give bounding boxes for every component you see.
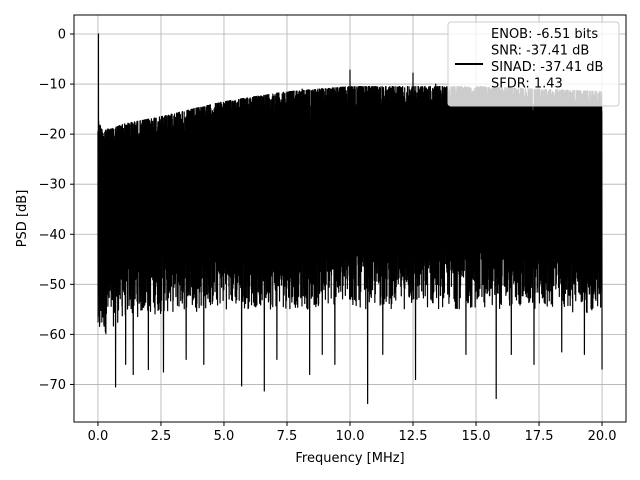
x-tick-label: 2.5 <box>151 429 172 444</box>
y-tick-label: −10 <box>39 78 66 93</box>
x-tick-label: 0.0 <box>88 429 109 444</box>
legend-entry: SFDR: 1.43 <box>491 77 563 92</box>
y-tick-label: −20 <box>39 128 66 143</box>
x-tick-label: 17.5 <box>525 429 554 444</box>
legend-entry: SINAD: -37.41 dB <box>491 60 603 75</box>
y-tick-label: −60 <box>39 328 66 343</box>
legend-entry: ENOB: -6.51 bits <box>491 27 598 42</box>
x-tick-label: 5.0 <box>214 429 235 444</box>
x-tick-label: 12.5 <box>399 429 428 444</box>
x-tick-label: 10.0 <box>336 429 365 444</box>
x-tick-label: 15.0 <box>462 429 491 444</box>
legend-entry: SNR: -37.41 dB <box>491 44 589 59</box>
y-tick-label: −40 <box>39 228 66 243</box>
y-tick-label: −70 <box>39 378 66 393</box>
legend-box <box>447 21 620 107</box>
y-axis-ticks: 0 −10 −20 −30 −40 −50 −60 −70 <box>39 28 74 393</box>
psd-series <box>97 33 603 405</box>
y-tick-label: −50 <box>39 278 66 293</box>
y-axis-label: PSD [dB] <box>15 190 30 248</box>
x-tick-label: 20.0 <box>588 429 617 444</box>
y-tick-label: 0 <box>58 28 66 43</box>
psd-line <box>97 33 603 405</box>
x-tick-label: 7.5 <box>277 429 298 444</box>
y-tick-label: −30 <box>39 178 66 193</box>
x-axis-label: Frequency [MHz] <box>295 451 404 466</box>
x-axis-ticks: 0.0 2.5 5.0 7.5 10.0 12.5 15.0 17.5 20.0 <box>88 422 617 444</box>
